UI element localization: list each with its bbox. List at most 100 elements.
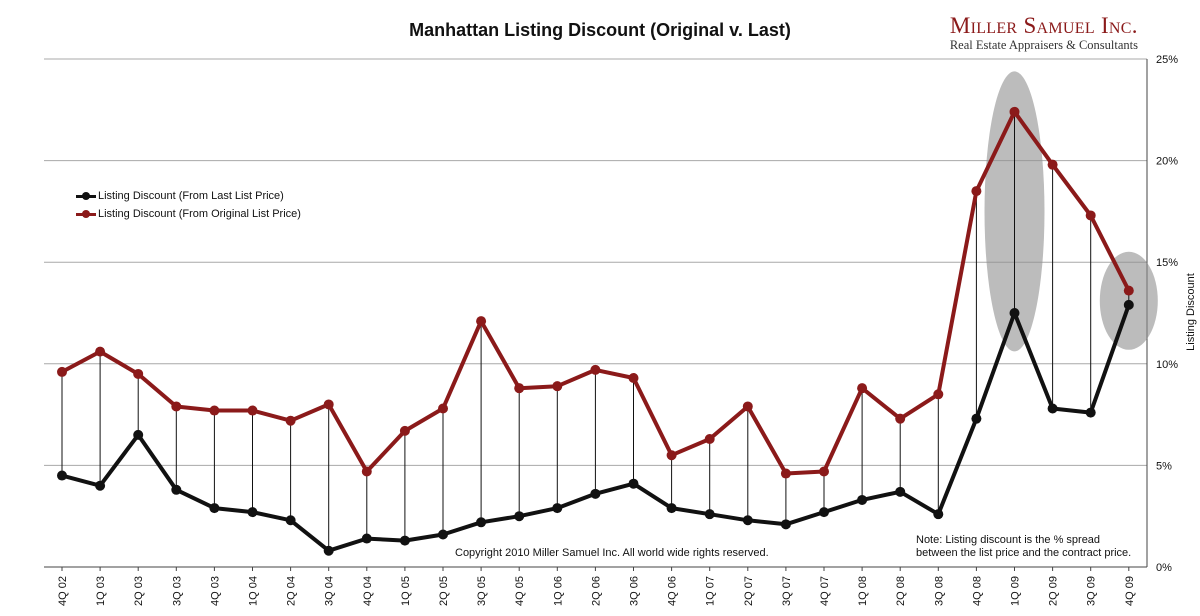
legend-label-original: Listing Discount (From Original List Pri… — [98, 208, 301, 220]
data-point-original — [666, 450, 677, 461]
data-point-last — [552, 503, 563, 514]
data-point-original — [895, 413, 906, 424]
data-point-last — [1123, 299, 1134, 310]
data-point-original — [742, 401, 753, 412]
x-tick-label: 2Q 09 — [1048, 576, 1060, 606]
y-tick-label: 25% — [1156, 54, 1178, 66]
data-point-original — [285, 415, 296, 426]
data-point-last — [361, 533, 372, 544]
data-point-last — [1085, 407, 1096, 418]
data-point-last — [933, 509, 944, 520]
data-point-original — [399, 425, 410, 436]
y-tick-label: 20% — [1156, 156, 1178, 168]
x-tick-label: 4Q 05 — [514, 576, 526, 606]
x-tick-label: 4Q 09 — [1124, 576, 1136, 606]
data-point-original — [247, 405, 258, 416]
legend-item-original: Listing Discount (From Original List Pri… — [76, 205, 301, 223]
data-point-last — [57, 470, 67, 481]
legend-item-last: Listing Discount (From Last List Price) — [76, 187, 301, 205]
data-point-original — [171, 401, 182, 412]
x-tick-label: 2Q 03 — [133, 576, 145, 606]
x-tick-label: 4Q 08 — [971, 576, 983, 606]
note-line-1: Note: Listing discount is the % spread — [916, 534, 1101, 546]
data-point-original — [971, 186, 982, 197]
data-point-last — [704, 509, 715, 520]
data-point-original — [628, 373, 639, 384]
data-point-last — [819, 507, 829, 518]
data-point-last — [133, 429, 144, 440]
x-tick-label: 3Q 09 — [1086, 576, 1098, 606]
data-point-original — [133, 368, 144, 379]
data-point-last — [171, 484, 182, 495]
x-tick-label: 3Q 03 — [171, 576, 183, 606]
x-tick-label: 1Q 04 — [248, 576, 260, 606]
legend-swatch-original — [76, 210, 96, 218]
x-tick-label: 1Q 03 — [95, 576, 107, 606]
data-point-original — [933, 389, 944, 400]
brand-name: Miller Samuel Inc. — [949, 13, 1138, 38]
data-point-original — [1047, 159, 1058, 170]
x-tick-label: 1Q 06 — [552, 576, 564, 606]
gridlines — [44, 58, 1148, 568]
x-tick-labels: 4Q 02 1Q 03 2Q 03 3Q 03 4Q 03 1Q 04 2Q 04 3Q 04… — [57, 567, 1136, 606]
x-tick-label: 3Q 06 — [629, 576, 641, 606]
data-point-original — [438, 403, 448, 414]
data-point-original — [819, 466, 829, 477]
x-tick-label: 3Q 07 — [781, 576, 793, 606]
x-tick-label: 4Q 02 — [57, 576, 69, 606]
data-point-last — [628, 478, 639, 489]
data-point-last — [285, 515, 296, 526]
data-point-original — [476, 316, 487, 327]
data-point-last — [95, 480, 106, 491]
data-point-original — [1123, 285, 1134, 296]
data-point-original — [514, 383, 525, 394]
data-point-last — [666, 503, 677, 514]
y-tick-label: 5% — [1156, 460, 1172, 472]
legend: Listing Discount (From Last List Price) … — [76, 187, 301, 223]
data-point-last — [857, 494, 868, 505]
data-point-original — [323, 399, 334, 410]
data-point-original — [209, 405, 220, 416]
data-point-last — [590, 488, 601, 499]
data-point-original — [552, 381, 563, 392]
data-point-last — [209, 503, 220, 514]
data-point-last — [742, 515, 753, 526]
copyright-text: Copyright 2010 Miller Samuel Inc. All wo… — [455, 547, 769, 559]
data-point-last — [1009, 308, 1020, 318]
y-axis-label: Listing Discount — [1185, 273, 1197, 351]
data-point-last — [399, 535, 410, 546]
note-text: Note: Listing discount is the % spread b… — [916, 534, 1131, 560]
data-point-last — [247, 507, 258, 518]
data-point-original — [780, 468, 791, 479]
data-point-last — [476, 517, 487, 528]
data-point-original — [57, 366, 67, 377]
brand-tagline: Real Estate Appraisers & Consultants — [949, 38, 1138, 52]
data-point-last — [514, 511, 525, 522]
x-tick-label: 4Q 06 — [667, 576, 679, 606]
y-tick-label: 10% — [1156, 359, 1178, 371]
x-tick-label: 2Q 05 — [438, 576, 450, 606]
chart-title: Manhattan Listing Discount (Original v. … — [409, 20, 791, 40]
x-tick-label: 1Q 08 — [857, 576, 869, 606]
x-tick-label: 1Q 09 — [1010, 576, 1022, 606]
connector-lines — [61, 111, 1130, 551]
x-tick-label: 2Q 04 — [286, 576, 298, 606]
data-point-original — [590, 364, 601, 375]
x-tick-label: 2Q 07 — [743, 576, 755, 606]
y-tick-label: 0% — [1156, 562, 1172, 574]
data-point-original — [1085, 210, 1096, 221]
x-tick-label: 4Q 03 — [209, 576, 221, 606]
x-tick-label: 2Q 06 — [590, 576, 602, 606]
note-line-2: between the list price and the contract … — [916, 547, 1132, 559]
data-point-original — [361, 466, 372, 477]
brand-logo: Miller Samuel Inc. Real Estate Appraiser… — [949, 13, 1138, 53]
legend-label-last: Listing Discount (From Last List Price) — [98, 190, 284, 202]
x-tick-label: 1Q 07 — [705, 576, 717, 606]
x-tick-label: 3Q 08 — [933, 576, 945, 606]
data-point-last — [323, 545, 334, 556]
x-tick-label: 2Q 08 — [895, 576, 907, 606]
data-point-original — [857, 383, 868, 394]
data-point-last — [438, 529, 448, 540]
data-point-last — [895, 486, 906, 497]
